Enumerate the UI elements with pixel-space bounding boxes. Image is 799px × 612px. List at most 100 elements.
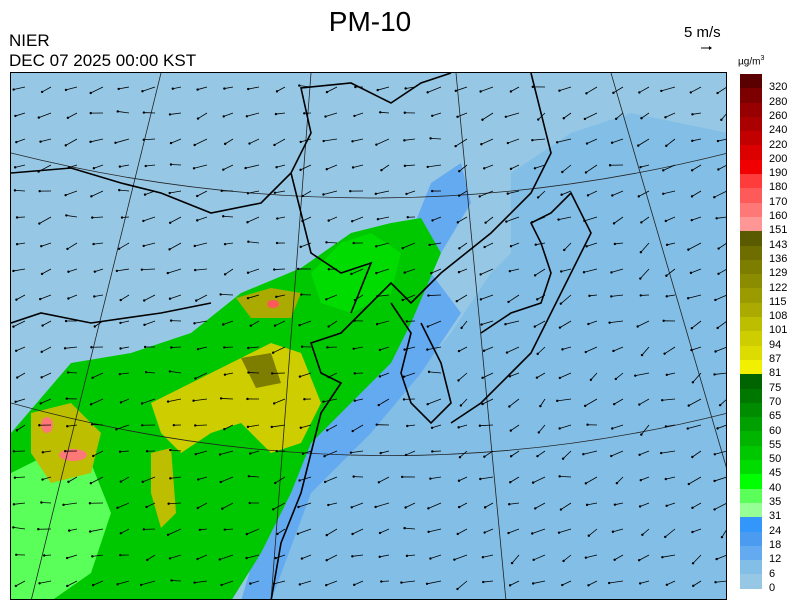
wind-arrow-head [117,87,120,91]
wind-arrow [68,476,78,483]
wind-arrow-head [610,295,613,298]
wind-arrow-head [376,88,379,92]
wind-arrow-head [403,139,406,142]
wind-arrow-head [661,399,664,402]
wind-arrow-head [687,248,690,251]
wind-arrow-head [92,454,95,458]
wind-arrow-head [478,195,481,198]
wind-arrow-head [64,193,67,197]
wind-arrow-head [272,582,276,586]
wind-arrow-head [324,115,327,118]
wind-arrow-head [715,557,718,561]
wind-arrow [63,502,78,506]
wind-arrow [90,528,104,532]
wind-arrow [168,398,182,402]
wind-arrow-head [686,297,690,300]
wind-arrow-head [509,429,513,432]
wind-arrow-head [247,475,250,478]
wind-arrow [169,554,182,559]
wind-arrow-head [430,271,433,275]
wind-arrow-head [91,376,94,379]
wind-arrow-head [665,373,669,377]
wind-arrow-head [12,450,16,453]
wind-arrow [274,268,286,270]
colorbar-swatch [740,445,762,461]
wind-arrow-head [691,455,694,459]
wind-arrow-head [63,347,67,350]
wind-arrow [379,528,390,534]
wind-arrow-head [41,324,44,327]
wind-arrow-head [479,477,482,481]
wind-arrow-head [223,528,226,531]
wind-arrow [277,216,286,219]
wind-arrow [714,372,726,375]
pm10-map[interactable] [10,72,727,600]
wind-arrow-head [197,478,200,481]
wind-arrow-head [325,559,328,562]
wind-arrow [375,190,390,195]
wind-arrow-head [716,139,720,143]
wind-arrow-head [222,215,225,218]
wind-arrow [557,138,572,143]
wind-arrow-head [537,118,540,121]
wind-arrow-head [67,166,71,169]
wind-arrow-head [117,247,121,251]
wind-arrow [40,138,52,143]
wind-arrow-head [37,116,41,119]
wind-arrow-head [67,297,70,300]
wind-arrow-head [168,221,172,224]
wind-arrow [273,580,286,585]
wind-arrow-head [274,112,278,116]
wind-arrow-head [455,299,459,303]
wind-arrow [484,164,494,169]
wind-arrow [510,450,520,457]
wind-arrow [479,424,494,427]
wind-arrow-head [143,193,147,196]
wind-arrow [508,528,520,534]
wind-arrow-head [12,269,15,273]
wind-arrow-head [426,402,429,406]
wind-arrow-head [377,481,381,484]
wind-arrow-head [172,423,176,427]
wind-arrow [352,528,364,535]
wind-arrow [65,346,78,349]
wind-arrow-head [457,379,460,382]
wind-arrow-head [532,558,535,562]
wind-arrow [508,294,520,303]
wind-arrow-head [246,87,250,91]
wind-arrow [350,450,364,454]
wind-arrow [638,190,650,197]
wind-arrow [68,268,78,273]
wind-arrow [323,190,338,195]
wind-arrow [534,164,546,169]
wind-arrow-head [15,243,19,246]
wind-arrow [169,370,182,374]
wind-arrow [663,190,676,195]
wind-arrow-head [299,168,302,172]
wind-arrow-head [42,554,46,557]
wind-arrow-head [563,248,566,252]
wind-arrow [662,398,676,401]
wind-arrow-head [457,270,461,274]
wind-arrow-head [531,582,535,585]
wind-arrow [614,554,624,561]
wind-arrow [510,164,520,170]
wind-arrow-head [612,349,615,353]
wind-arrow-head [274,556,277,560]
wind-arrow [13,268,26,272]
wind-arrow [458,372,468,381]
wind-arrow [248,475,260,478]
wind-arrow [509,268,520,272]
wind-arrow [484,242,494,248]
wind-arrow-head [404,506,407,509]
wind-arrow [480,294,494,300]
wind-arrow [66,215,78,218]
wind-arrow-head [429,477,432,480]
wind-arrow [405,502,416,508]
wind-arrow [560,294,572,304]
wind-arrow [119,372,130,375]
wind-arrow-head [37,170,40,173]
wind-arrow [666,580,676,586]
wind-arrow-head [249,324,252,327]
wind-arrow-head [91,555,94,558]
